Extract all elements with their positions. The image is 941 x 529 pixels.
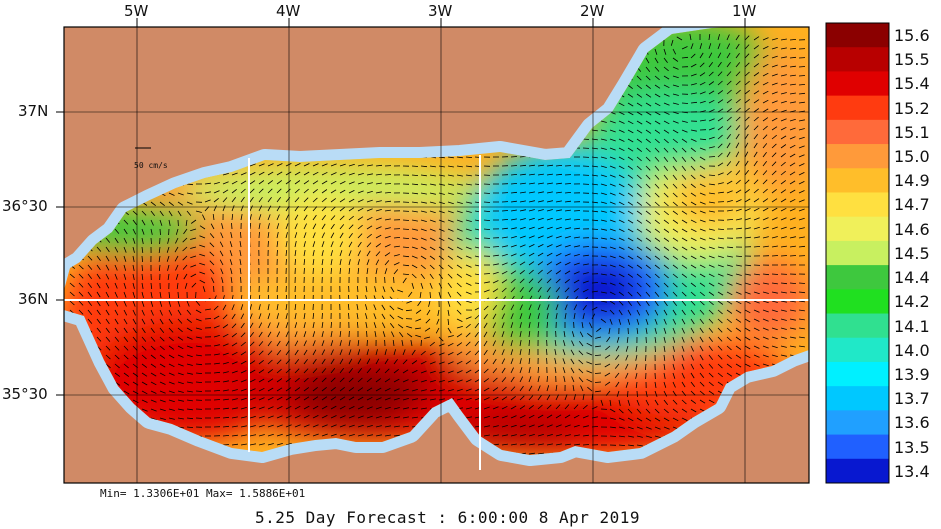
colorbar-tick-label: 14.7 [894,195,930,215]
colorbar-swatch [826,47,889,72]
colorbar-swatch [826,313,889,339]
forecast-timestamp: 5.25 Day Forecast : 6:00:00 8 Apr 2019 [255,508,641,527]
colorbar-frame [825,22,890,484]
colorbar-tick-label: 15.2 [894,98,930,118]
lat-label-36n: 36N [18,290,49,308]
lat-label-36-30: 36°30 [2,197,48,215]
colorbar-swatch [826,95,889,121]
vector-scale-label: 50 cm/s [134,161,168,170]
min-max-readout: Min= 1.3306E+01 Max= 1.5886E+01 [100,487,306,500]
colorbar-swatch [826,434,889,460]
colorbar [826,23,889,484]
lon-label-5w: 5W [124,2,149,20]
colorbar-swatch [826,386,889,411]
colorbar-tick-label: 15.4 [894,74,930,94]
section-lines [64,155,809,470]
colorbar-swatch [826,216,889,242]
map-frame [63,26,810,484]
colorbar-tick-label: 13.6 [894,413,930,433]
colorbar-swatch [826,23,889,48]
colorbar-tick-label: 14.6 [894,219,930,239]
colorbar-tick-label: 13.5 [894,437,930,457]
lon-label-1w: 1W [732,2,757,20]
colorbar-tick-label: 14.4 [894,268,930,288]
colorbar-tick-label: 14.0 [894,340,930,360]
colorbar-tick-label: 14.2 [894,292,930,312]
colorbar-swatch [826,144,889,169]
colorbar-tick-label: 15.5 [894,50,930,70]
lat-label-37n: 37N [18,102,49,120]
colorbar-swatch [826,289,889,315]
colorbar-swatch [826,71,889,97]
lat-label-35-30: 35°30 [2,385,48,403]
colorbar-tick-label: 13.4 [894,461,930,481]
colorbar-swatch [826,192,889,218]
lon-label-4w: 4W [276,2,301,20]
colorbar-swatch [826,458,889,484]
colorbar-tick-label: 15.0 [894,147,930,167]
colorbar-swatch [826,240,889,266]
colorbar-swatch [826,119,889,145]
lon-label-3w: 3W [428,2,453,20]
colorbar-tick-label: 13.7 [894,389,930,409]
colorbar-tick-label: 14.9 [894,171,930,191]
colorbar-tick-label: 15.6 [894,26,930,45]
colorbar-swatch [826,337,889,363]
colorbar-swatch [826,410,889,436]
colorbar-tick-label: 14.5 [894,243,930,263]
lon-label-2w: 2W [580,2,605,20]
colorbar-tick-label: 13.9 [894,364,930,384]
colorbar-tick-label: 15.1 [894,122,930,142]
colorbar-tick-label: 14.1 [894,316,930,336]
colorbar-swatch [826,361,889,387]
colorbar-swatch [826,168,889,193]
colorbar-swatch [826,265,889,290]
